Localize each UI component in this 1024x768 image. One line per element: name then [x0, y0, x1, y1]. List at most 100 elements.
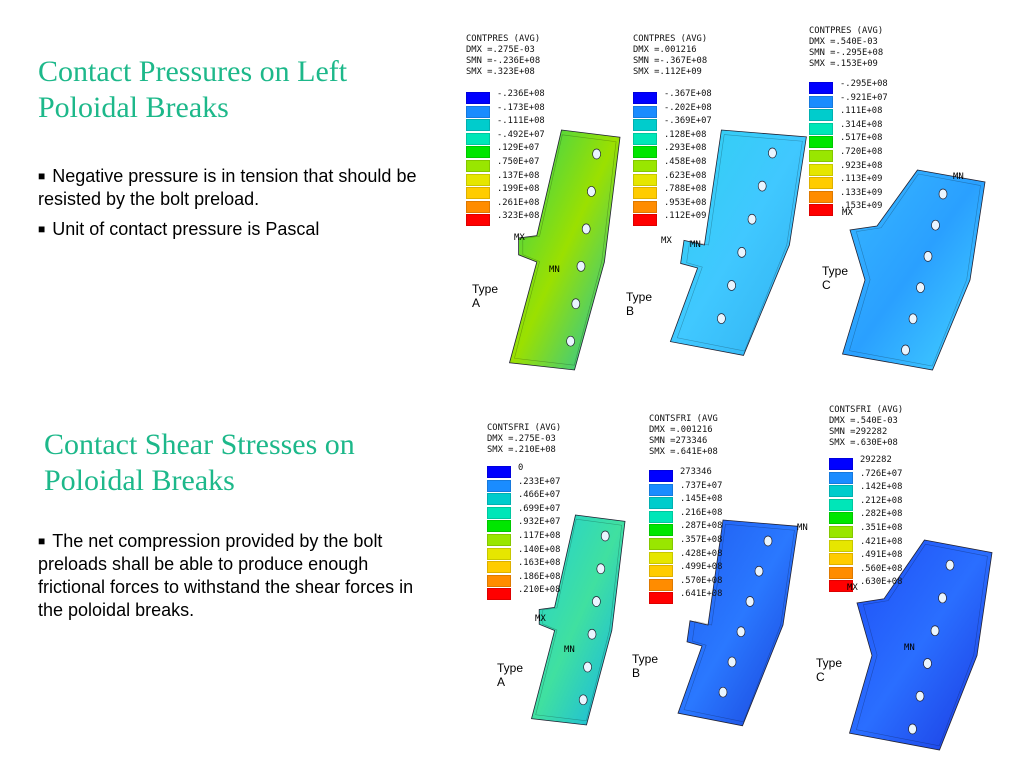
legend-swatch — [829, 526, 853, 538]
legend-value: .788E+08 — [664, 184, 707, 195]
bolt-hole — [727, 280, 736, 291]
bolt-hole — [930, 625, 940, 637]
legend-swatch — [633, 146, 657, 159]
bolt-hole — [592, 148, 601, 160]
legend-value: .133E+09 — [840, 187, 883, 198]
legend-value: .216E+08 — [680, 507, 723, 518]
min-marker: MN — [904, 643, 915, 653]
legend-swatch — [487, 493, 511, 506]
legend-value: -.369E+07 — [664, 116, 712, 127]
plate-edge-line — [856, 543, 988, 747]
legend-swatch — [809, 122, 833, 135]
pressure-title-line-1: Contact Pressures on Left — [38, 55, 348, 88]
legend-value: .140E+08 — [518, 544, 561, 555]
plot-header-line: DMX =.540E-03 — [829, 416, 898, 426]
legend-swatch — [633, 200, 657, 213]
type-label: Type A — [472, 282, 499, 310]
bullet-item: ■ Negative pressure is in tension that sh… — [38, 166, 417, 209]
min-marker: MN — [549, 265, 560, 275]
plot-header-line: CONTSFRI (AVG — [649, 414, 718, 424]
legend-value: .932E+07 — [518, 517, 561, 528]
bolt-hole — [737, 247, 747, 258]
pressure-bullet-list: ■ Negative pressure is in tension that sh… — [38, 165, 428, 248]
bolt-hole — [581, 223, 591, 235]
legend-value: .953E+08 — [664, 197, 707, 208]
legend-value: .212E+08 — [860, 495, 903, 506]
plate-edge-line — [849, 173, 981, 367]
legend-value: -.173E+08 — [497, 102, 545, 113]
bolt-hole — [754, 565, 764, 577]
bolt-hole — [566, 335, 575, 347]
bolt-hole — [923, 251, 933, 262]
legend-value: .737E+07 — [680, 480, 723, 491]
legend-swatch — [809, 95, 833, 108]
legend-swatch — [633, 160, 657, 172]
plate-edge-line — [676, 134, 803, 352]
plot-header-line: CONTSFRI (AVG) — [829, 405, 904, 415]
bolt-hole — [578, 694, 588, 706]
legend-swatch — [649, 524, 673, 537]
bolt-hole — [718, 686, 728, 698]
legend-swatch — [466, 173, 490, 186]
plate-geometry — [677, 519, 799, 727]
legend-value: -.367E+08 — [664, 89, 712, 99]
legend-value: .923E+08 — [840, 160, 883, 171]
legend-swatch — [829, 566, 853, 579]
legend-value: .293E+08 — [664, 143, 707, 154]
legend-swatch — [633, 92, 657, 104]
legend-swatch — [809, 204, 833, 217]
bullet-item: ■ Unit of contact pressure is Pascal — [38, 219, 320, 239]
legend-swatch — [633, 132, 657, 145]
bolt-hole — [768, 147, 777, 159]
plot-header-line: CONTPRES (AVG) — [809, 26, 884, 36]
plot-header-line: SMN =292282 — [829, 427, 888, 437]
legend-swatch — [466, 105, 490, 118]
legend-swatch — [633, 173, 657, 186]
bolt-hole — [923, 658, 932, 669]
legend-value: .630E+08 — [860, 577, 903, 588]
plot-header-line: CONTPRES (AVG) — [633, 34, 708, 44]
legend-swatch — [809, 163, 833, 176]
legend-swatch — [487, 466, 511, 478]
legend-value: .517E+08 — [840, 133, 883, 144]
bolt-hole — [938, 188, 948, 200]
legend-value: .117E+08 — [518, 531, 561, 541]
bolt-hole — [915, 690, 925, 702]
bolt-hole — [583, 661, 592, 673]
shear-section-title: Contact Shear Stresses on Poloidal Break… — [44, 427, 355, 499]
plot-header-line: SMN =-.295E+08 — [809, 48, 884, 58]
legend-swatch — [466, 132, 490, 145]
legend-swatch — [466, 92, 490, 104]
legend-value: .466E+07 — [518, 490, 561, 501]
legend-swatch — [633, 119, 657, 132]
legend-value: .720E+08 — [840, 147, 883, 157]
plot-header-line: SMX =.641E+08 — [649, 447, 718, 457]
legend-value: -.111E+08 — [497, 116, 545, 127]
legend-swatch — [649, 497, 673, 510]
legend-value: .357E+08 — [680, 535, 723, 545]
min-marker: MN — [690, 240, 701, 250]
square-bullet-icon: ■ — [38, 169, 46, 183]
bolt-hole — [587, 628, 597, 640]
bolt-hole — [931, 219, 940, 231]
legend-swatch — [466, 146, 490, 159]
legend-swatch — [829, 471, 853, 484]
plot-header-line: SMX =.112E+09 — [633, 67, 702, 77]
legend-swatch — [633, 214, 657, 227]
legend-swatch — [487, 479, 511, 492]
legend-value: .142E+08 — [860, 482, 903, 493]
plot-header-line: CONTSFRI (AVG) — [487, 423, 562, 433]
bolt-hole — [600, 530, 610, 542]
plot-header-line: SMN =-.367E+08 — [633, 56, 708, 66]
bolt-hole — [576, 260, 586, 272]
bolt-hole — [736, 626, 746, 638]
plate-edge-line — [535, 518, 623, 722]
legend-swatch — [829, 553, 853, 566]
bolt-hole — [901, 344, 910, 356]
legend-swatch — [829, 512, 853, 525]
legend-swatch — [633, 105, 657, 118]
